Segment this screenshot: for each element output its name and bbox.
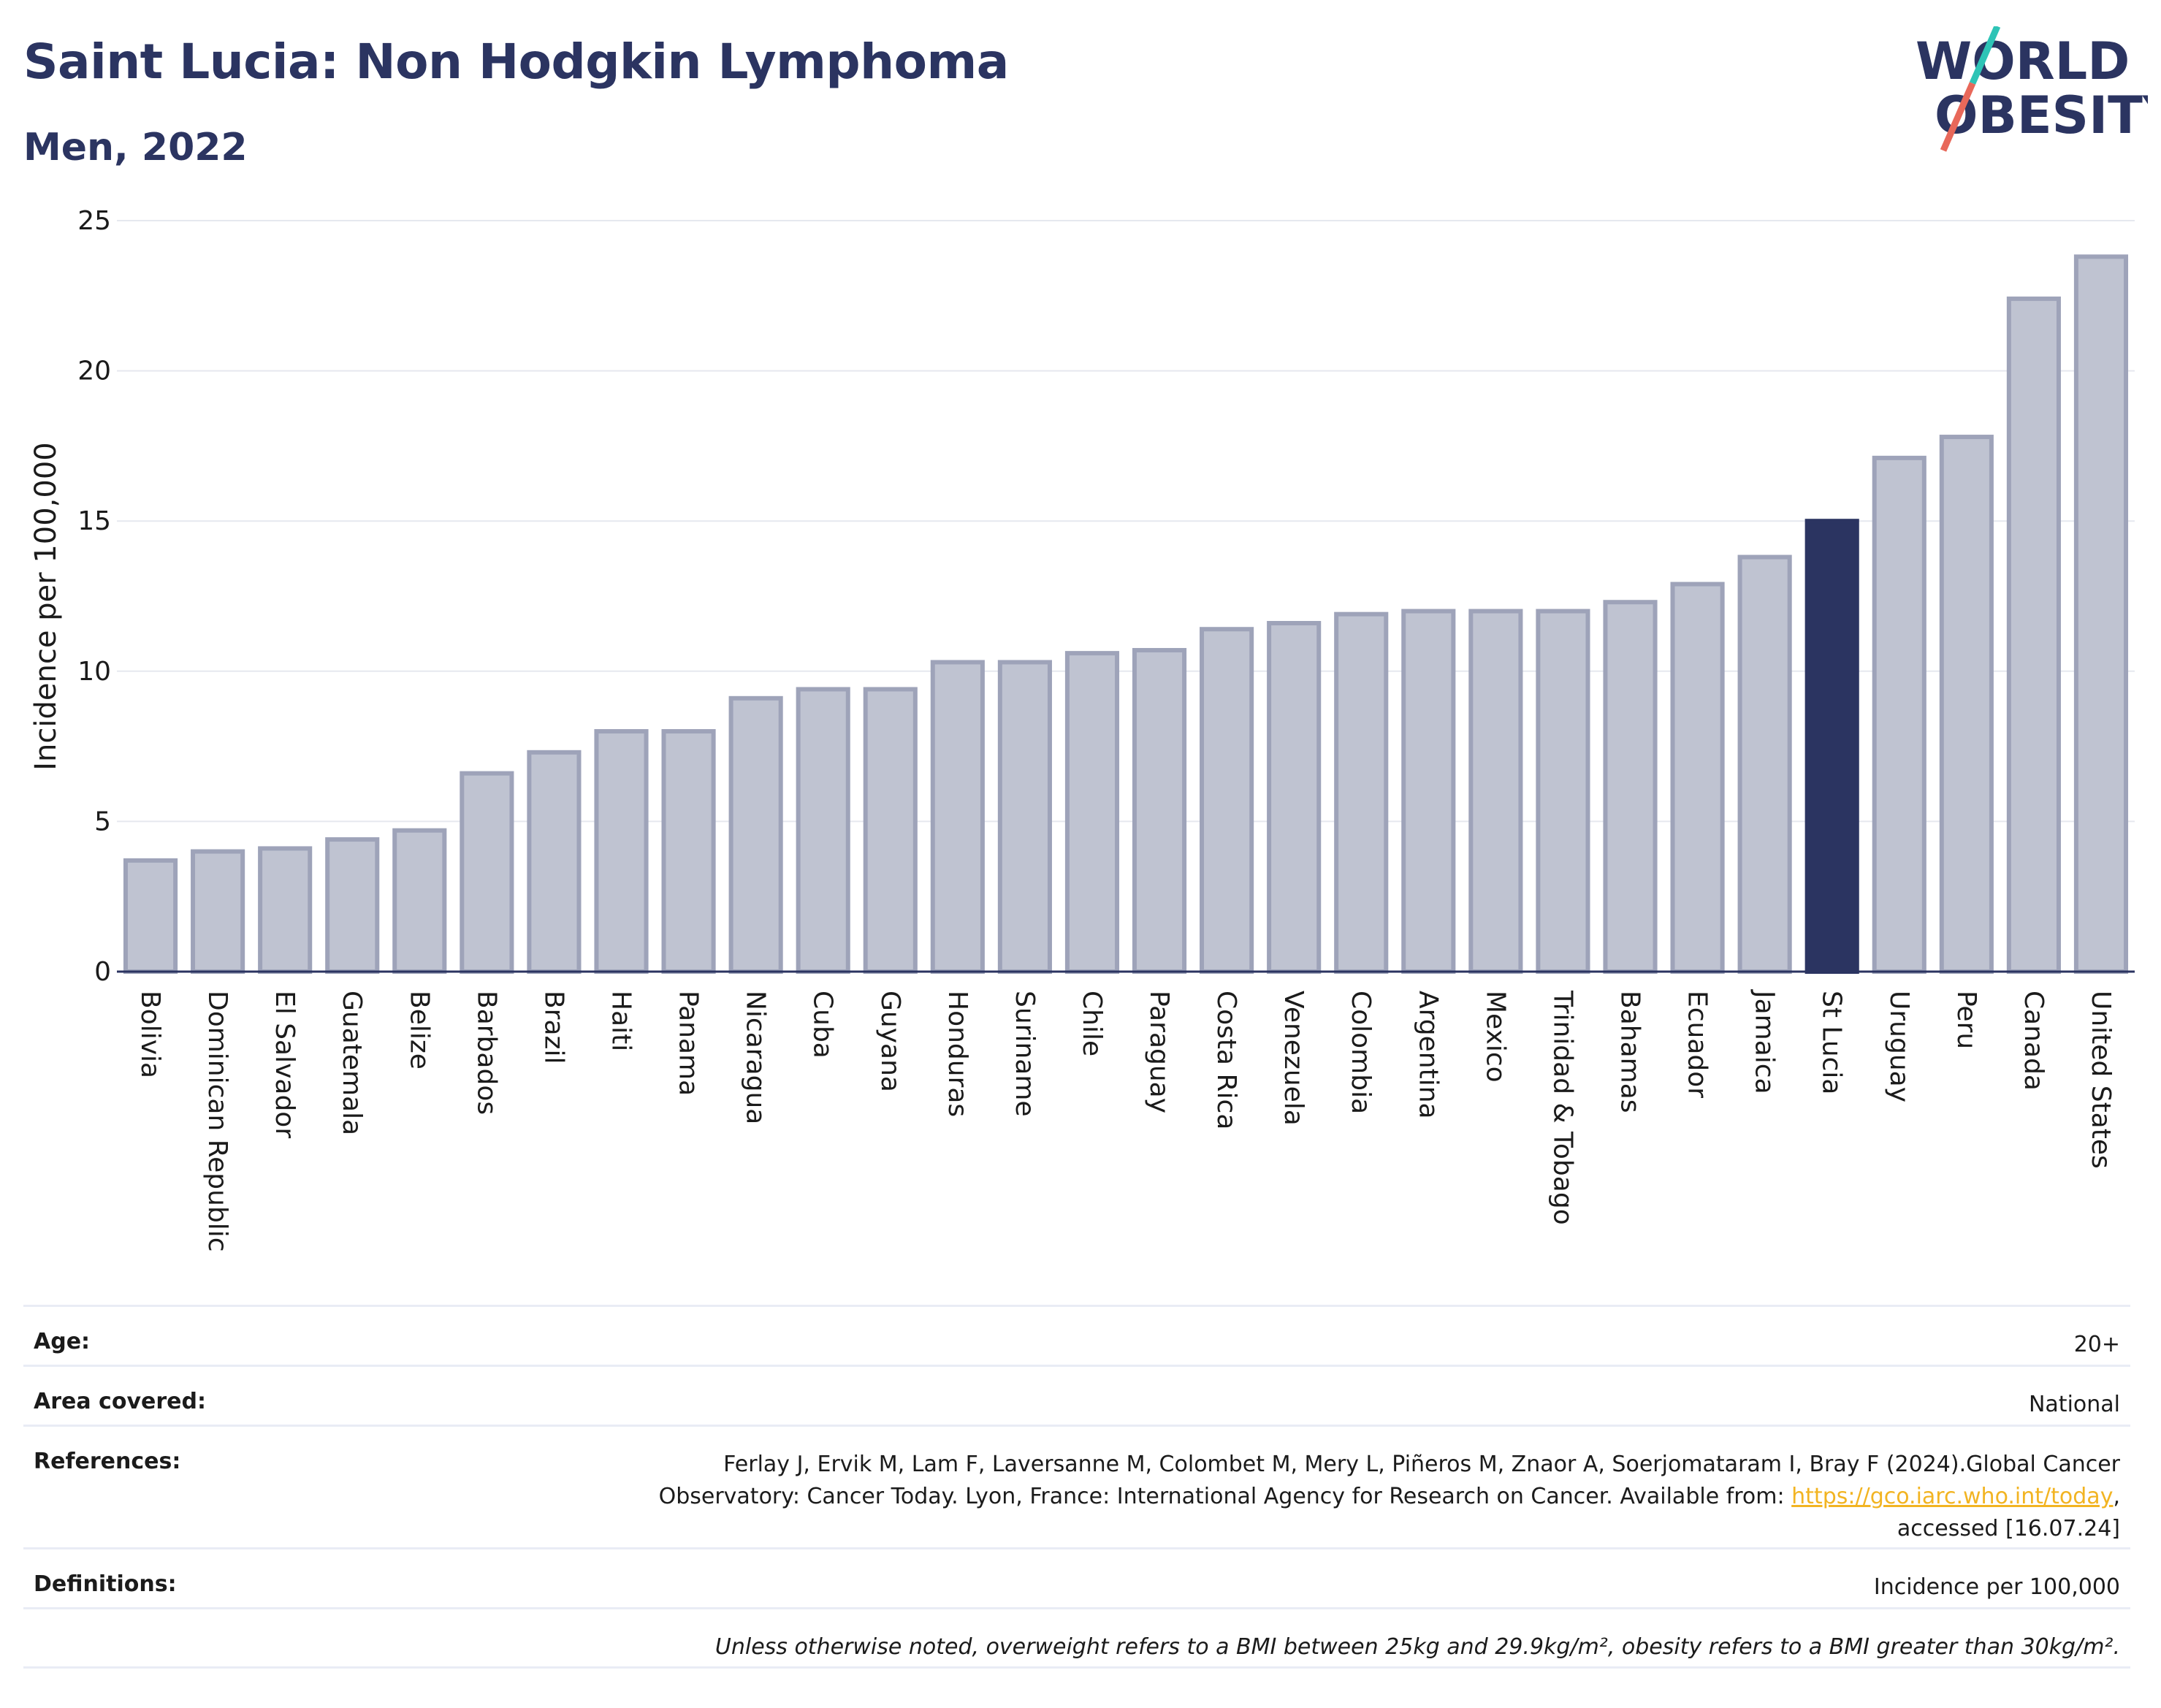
bar: [258, 846, 313, 974]
y-tick-label: 15: [77, 506, 111, 536]
y-tick-label: 25: [77, 206, 111, 236]
bar: [1267, 621, 1322, 974]
bar: [1064, 651, 1120, 974]
bar: [1401, 609, 1456, 974]
x-tick-label: Argentina: [1413, 991, 1443, 1119]
y-tick-label: 0: [94, 957, 111, 987]
x-tick-label: Costa Rica: [1211, 991, 1241, 1129]
bar: [863, 687, 918, 974]
definitions-value: Incidence per 100,000: [1873, 1574, 2120, 1600]
y-tick-label: 10: [77, 657, 111, 687]
bar: [930, 660, 985, 974]
x-tick-label: Paraguay: [1144, 991, 1174, 1113]
bar-chart: 0 5 10 15 20 25 Bolivia Dominican Republic El S…: [29, 206, 2135, 1252]
bar: [1939, 435, 1994, 974]
y-tick-label: 5: [94, 807, 111, 836]
bar: [1670, 582, 1725, 974]
y-axis-ticks: 0 5 10 15 20 25: [77, 206, 111, 987]
bar: [728, 695, 783, 974]
references-link[interactable]: https://gco.iarc.who.int/today: [1791, 1484, 2114, 1509]
bar: [1334, 611, 1389, 974]
gridlines: [117, 220, 2135, 823]
x-tick-label: Guyana: [875, 991, 905, 1092]
info-table: Age: 20+ Area covered: National Referenc…: [23, 1305, 2130, 1669]
x-tick-label: Bahamas: [1615, 991, 1645, 1113]
info-row-area: Area covered: National: [23, 1365, 2130, 1425]
references-line-1: Ferlay J, Ervik M, Lam F, Laversanne M, …: [723, 1452, 2120, 1477]
bar: [2073, 254, 2129, 974]
y-axis-label: Incidence per 100,000: [29, 442, 63, 771]
x-tick-label: Colombia: [1346, 991, 1376, 1114]
x-tick-label: Ecuador: [1682, 991, 1712, 1098]
bar-highlighted: [1804, 519, 1859, 974]
info-row-references: References: Ferlay J, Ervik M, Lam F, La…: [23, 1425, 2130, 1547]
bar: [1872, 455, 1926, 974]
bar: [191, 849, 245, 975]
x-tick-label: Uruguay: [1884, 991, 1914, 1102]
bar: [1132, 648, 1187, 974]
x-tick-label: Cuba: [808, 991, 838, 1059]
bar: [392, 828, 447, 974]
bar: [325, 837, 380, 975]
area-value: National: [2028, 1392, 2120, 1417]
x-tick-label: United States: [2086, 991, 2116, 1169]
bmi-note: Unless otherwise noted, overweight refer…: [714, 1634, 2120, 1660]
references-line-2: Observatory: Cancer Today. Lyon, France:…: [658, 1484, 1792, 1509]
references-label: References:: [34, 1449, 181, 1474]
x-tick-label: Canada: [2019, 991, 2048, 1091]
references-line-3: accessed [16.07.24]: [1897, 1516, 2120, 1541]
definitions-label: Definitions:: [34, 1571, 177, 1597]
bar: [123, 858, 178, 974]
age-value: 20+: [2073, 1332, 2120, 1357]
bar: [1536, 609, 1590, 974]
logo-word-world: WORLD: [1916, 31, 2130, 91]
x-tick-label: Bolivia: [135, 991, 165, 1078]
x-tick-label: Venezuela: [1278, 991, 1308, 1126]
x-tick-label: Honduras: [942, 991, 972, 1117]
logo-slash-teal: [1969, 26, 2001, 85]
y-tick-label: 20: [77, 357, 111, 386]
bar: [796, 687, 850, 974]
area-label: Area covered:: [34, 1389, 206, 1414]
x-tick-label: Brazil: [538, 991, 568, 1064]
x-tick-label: Jamaica: [1750, 989, 1780, 1094]
x-tick-label: Dominican Republic: [202, 991, 232, 1252]
bar: [460, 771, 514, 975]
bar: [1200, 627, 1254, 974]
world-obesity-logo: WORLD OBESITY: [1916, 26, 2148, 152]
chart-subtitle: Men, 2022: [23, 126, 248, 169]
bar: [1468, 609, 1523, 974]
bar: [594, 729, 649, 974]
info-row-note: Unless otherwise noted, overweight refer…: [23, 1607, 2130, 1669]
x-tick-label: El Salvador: [270, 991, 300, 1138]
x-tick-label: Panama: [674, 991, 704, 1096]
x-tick-label: Haiti: [606, 991, 636, 1051]
x-tick-label: Suriname: [1010, 991, 1040, 1117]
bar: [997, 660, 1052, 974]
x-tick-label: Chile: [1077, 991, 1107, 1056]
bars: [123, 254, 2129, 975]
info-row-age: Age: 20+: [23, 1305, 2130, 1365]
bar: [2006, 296, 2061, 974]
x-tick-label: Barbados: [471, 991, 501, 1115]
x-tick-label: Peru: [1951, 991, 1981, 1049]
chart-title: Saint Lucia: Non Hodgkin Lymphoma: [23, 34, 1009, 90]
x-tick-label: Trinidad & Tobago: [1547, 990, 1577, 1225]
x-tick-label: Guatemala: [337, 991, 367, 1135]
x-tick-label: Nicaragua: [741, 991, 771, 1124]
references-line-2-end: ,: [2113, 1484, 2120, 1509]
x-axis-labels: Bolivia Dominican Republic El Salvador Guat…: [135, 989, 2116, 1252]
bar: [1737, 554, 1792, 974]
x-tick-label: Belize: [404, 991, 434, 1070]
logo-slash-coral: [1940, 82, 1976, 152]
x-tick-label: Mexico: [1480, 991, 1510, 1083]
x-tick-label: St Lucia: [1817, 991, 1847, 1095]
references-value: Ferlay J, Ervik M, Lam F, Laversanne M, …: [659, 1449, 2120, 1545]
bar: [527, 750, 582, 974]
age-label: Age:: [34, 1329, 91, 1354]
bar: [1603, 600, 1658, 974]
info-row-definitions: Definitions: Incidence per 100,000: [23, 1547, 2130, 1607]
bar: [661, 729, 716, 974]
